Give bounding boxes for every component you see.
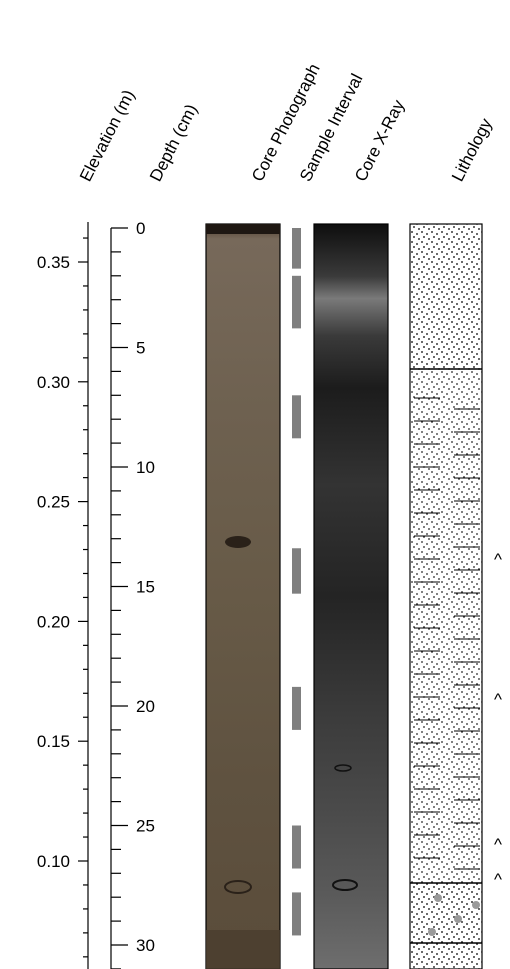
lithology-gravelly-unit	[410, 883, 482, 943]
depth-tick-label: 10	[136, 458, 155, 477]
lithology-pebble	[428, 928, 436, 936]
core-xray-panel	[313, 223, 389, 969]
core-photograph	[205, 223, 281, 969]
sample-interval-bar	[292, 275, 301, 329]
depth-tick-label: 5	[136, 339, 145, 358]
elevation-tick-label: 0.35	[37, 253, 70, 272]
depth-tick-label: 0	[136, 219, 145, 238]
xray-feature	[334, 764, 352, 772]
lithology-base-unit	[410, 943, 482, 969]
lithology-silt-dashes	[414, 397, 480, 870]
depth-tick-label: 15	[136, 578, 155, 597]
core-xray	[313, 223, 389, 969]
core-photo-base	[206, 930, 280, 969]
elevation-tick-label: 0.25	[37, 493, 70, 512]
depth-tick-label: 20	[136, 697, 155, 716]
lithology-pebble	[472, 901, 480, 909]
caret-marker: ^	[494, 690, 502, 709]
depth-tick-label: 30	[136, 936, 155, 955]
lithology-pebble	[454, 915, 462, 923]
sample-interval-bar	[292, 228, 301, 269]
xray-shell	[332, 879, 358, 891]
lithology-sand-unit	[410, 224, 482, 369]
sample-interval-bar	[292, 892, 301, 936]
core-photo-shell	[224, 880, 252, 894]
elevation-tick-label: 0.15	[37, 732, 70, 751]
depth-axis: 0 5 10 15 20 25 30	[110, 219, 155, 969]
lithology-silty-sand-unit	[410, 369, 482, 883]
core-photo-shell	[225, 536, 251, 548]
sample-intervals	[292, 228, 301, 936]
sample-interval-bar	[292, 395, 301, 439]
elevation-tick-label: 0.20	[37, 612, 70, 631]
lithology-markers: ^ ^ ^ ^	[494, 550, 502, 889]
sample-interval-bar	[292, 825, 301, 869]
caret-marker: ^	[494, 550, 502, 569]
core-photo-panel	[205, 223, 281, 969]
lithology-border	[409, 223, 483, 969]
elevation-tick-label: 0.10	[37, 852, 70, 871]
core-photo-top-dark	[206, 224, 280, 234]
lithology-column	[409, 223, 483, 969]
caret-marker: ^	[494, 870, 502, 889]
lithology-pebble	[434, 894, 442, 902]
depth-tick-label: 25	[136, 817, 155, 836]
sample-interval-bar	[292, 548, 301, 594]
caret-marker: ^	[494, 835, 502, 854]
elevation-tick-label: 0.30	[37, 373, 70, 392]
elevation-axis: 0.35 0.30 0.25 0.20 0.15 0.10	[37, 222, 89, 969]
sample-interval-bar	[292, 686, 301, 730]
